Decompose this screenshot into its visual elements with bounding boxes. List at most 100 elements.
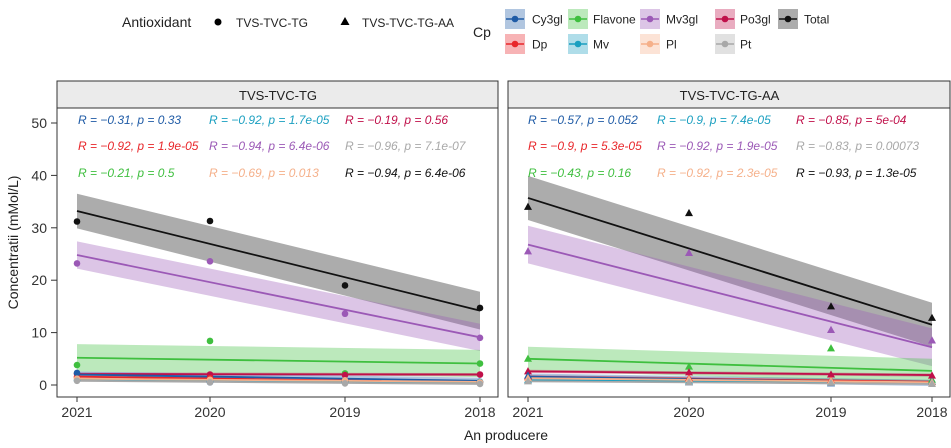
fit-line-mv3gl [76,254,481,339]
data-point-total [685,208,693,217]
data-point-mv3gl [928,336,936,344]
x-tick-label: 2019 [815,404,846,420]
fit-line-po3gl [527,370,933,376]
legend-antioxidant-label: TVS-TVC-TG [236,16,308,30]
x-tick-label: 2019 [329,404,360,420]
correlation-annotation: R = −0.57, p = 0.052 [528,113,638,127]
data-point-total [524,202,532,210]
x-axis-label: An producere [464,427,548,443]
correlation-annotation: R = −0.92, p = 1.7e-05 [209,113,330,127]
data-point-po3gl [524,367,532,375]
data-point-pt [73,377,81,385]
correlation-annotation: R = −0.94, p = 6.4e-06 [209,139,330,153]
x-tick-label: 2018 [916,404,947,420]
correlation-annotation: R = −0.92, p = 2.3e-05 [657,166,778,180]
legend-key-point [574,15,582,23]
correlation-annotation: R = −0.96, p = 7.1e-07 [345,139,467,153]
fit-line-flavone [527,357,933,372]
facet-strip-label: TVS-TVC-TG-AA [680,88,780,103]
x-tick-label: 2021 [61,404,92,420]
legend-key-point [784,15,792,23]
data-point-pt [341,380,349,387]
legend-key-point [511,40,519,48]
data-point-flavone [827,344,835,352]
panel-border [56,107,499,398]
data-point-pt [827,378,835,386]
legend-key-point [721,15,729,23]
x-tick-label: 2021 [512,404,543,420]
legend-cp-label: Dp [532,38,548,52]
legend-key-point [511,15,519,23]
data-point-flavone [685,362,693,370]
legend-cp-label: Mv3gl [666,13,698,27]
data-point-total [476,304,484,312]
legend-key-point [646,15,654,23]
data-point-total [827,302,835,310]
data-point-pt [685,378,693,386]
data-point-flavone [206,337,214,345]
fit-line-flavone [76,356,481,365]
facet-strip [507,80,951,109]
fit-line-po3gl [76,373,481,376]
legend-cp-label: Total [804,13,829,27]
correlation-annotation: R = −0.85, p = 5e-04 [796,113,907,127]
legend-cp-label: Cy3gl [532,13,563,27]
y-tick-label: 0 [39,377,47,393]
x-tick-label: 2020 [194,404,225,420]
legend-circle-icon [214,18,222,26]
correlation-annotation: R = −0.69, p = 0.013 [209,166,319,180]
legend-antioxidant-label: TVS-TVC-TG-AA [362,16,454,30]
fit-line-total [527,197,933,326]
y-axis-label: Concentratii (mMol/L) [5,176,21,310]
legend-cp-label: Po3gl [740,13,771,27]
x-tick-label: 2018 [464,404,495,420]
fit-line-mv3gl [527,243,933,349]
legend-triangle-icon [340,17,350,25]
legend-cp-title: Cp [473,24,491,40]
correlation-annotation: R = −0.9, p = 5.3e-05 [528,139,642,153]
data-point-pt [476,380,484,388]
y-tick-label: 30 [31,220,47,236]
legend-cp-label: Pl [666,38,677,52]
data-point-po3gl [685,368,693,376]
data-point-po3gl [476,371,484,378]
data-point-mv3gl [476,334,484,342]
data-point-total [73,218,81,225]
fit-line-pl [76,377,481,383]
legend-cp-label: Pt [740,38,752,52]
data-point-flavone [476,360,484,367]
legend-key-point [646,40,654,48]
data-point-pt [206,379,214,386]
facet-strip [56,80,499,109]
data-point-mv3gl [524,247,532,255]
fit-line-total [76,210,481,312]
x-tick-label: 2020 [673,404,704,420]
data-point-pt [928,379,936,387]
correlation-annotation: R = −0.92, p = 1.9e-05 [78,139,199,153]
y-tick-label: 40 [31,167,47,183]
data-point-mv3gl [827,325,835,333]
correlation-annotation: R = −0.19, p = 0.56 [345,113,448,127]
fit-line-cy3gl [76,373,481,382]
data-point-flavone [524,354,532,362]
data-point-total [206,217,214,225]
correlation-annotation: R = −0.9, p = 7.4e-05 [657,113,771,127]
correlation-annotation: R = −0.21, p = 0.5 [78,166,175,180]
correlation-annotation: R = −0.43, p = 0.16 [528,166,631,180]
legend-antioxidant-title: Antioxidant [122,14,191,30]
correlation-annotation: R = −0.93, p = 1.3e-05 [796,166,917,180]
legend-cp-label: Mv [593,38,609,52]
correlation-annotation: R = −0.92, p = 1.9e-05 [657,139,778,153]
data-point-mv3gl [341,310,349,318]
legend-key-point [574,40,582,48]
data-point-cy3gl [73,369,81,377]
fit-line-pl [527,377,933,384]
data-point-po3gl [928,371,936,379]
correlation-annotation: R = −0.31, p = 0.33 [78,113,181,127]
data-point-total [928,313,936,321]
correlation-annotation: R = −0.94, p = 6.4e-06 [345,166,466,180]
y-tick-label: 10 [31,325,47,341]
data-point-pt [524,377,532,385]
